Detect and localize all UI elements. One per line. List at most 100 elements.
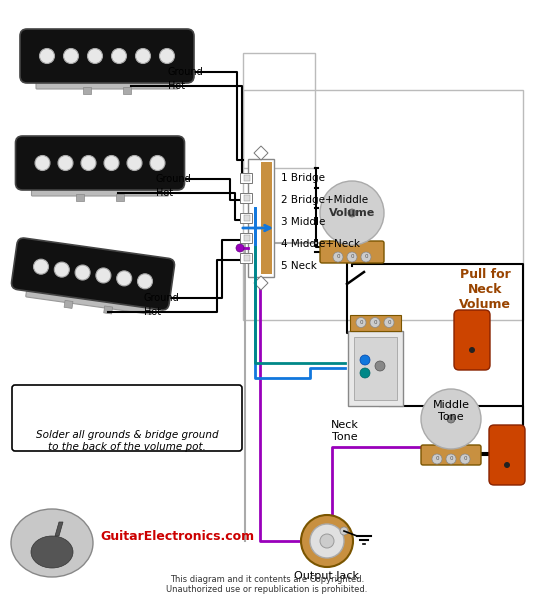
- Text: GuitarElectronics.com: GuitarElectronics.com: [100, 530, 254, 544]
- Bar: [104, 306, 112, 314]
- Text: Ground: Ground: [156, 174, 192, 184]
- Bar: [248, 159, 274, 277]
- Bar: [240, 253, 252, 263]
- Circle shape: [34, 259, 49, 274]
- Circle shape: [40, 49, 55, 64]
- Bar: [244, 175, 250, 181]
- Circle shape: [310, 524, 344, 558]
- Circle shape: [446, 454, 456, 464]
- Circle shape: [35, 156, 50, 170]
- FancyBboxPatch shape: [32, 182, 169, 196]
- Ellipse shape: [31, 536, 73, 568]
- Circle shape: [127, 156, 142, 170]
- Circle shape: [375, 361, 385, 371]
- FancyBboxPatch shape: [16, 136, 185, 190]
- Text: 0: 0: [387, 320, 391, 325]
- Text: 3 Middle: 3 Middle: [281, 217, 325, 227]
- Text: 0: 0: [364, 254, 368, 260]
- Circle shape: [447, 415, 455, 423]
- Circle shape: [340, 527, 348, 535]
- Circle shape: [370, 318, 380, 327]
- Text: 0: 0: [359, 320, 363, 325]
- Text: 0: 0: [435, 457, 439, 462]
- Bar: [83, 87, 91, 94]
- Bar: [240, 173, 252, 183]
- Bar: [349, 314, 401, 330]
- Text: 5 Neck: 5 Neck: [281, 261, 317, 271]
- FancyBboxPatch shape: [12, 238, 174, 310]
- Circle shape: [348, 209, 356, 217]
- Bar: [240, 213, 252, 223]
- Text: Solder all grounds & bridge ground
to the back of the volume pot.: Solder all grounds & bridge ground to th…: [36, 430, 218, 451]
- Circle shape: [111, 49, 126, 64]
- Circle shape: [55, 262, 70, 277]
- Text: Neck
Tone: Neck Tone: [331, 420, 359, 441]
- Text: Output Jack: Output Jack: [294, 571, 360, 581]
- Polygon shape: [254, 276, 268, 290]
- Circle shape: [159, 49, 174, 64]
- FancyBboxPatch shape: [489, 425, 525, 485]
- Bar: [123, 87, 131, 94]
- Circle shape: [137, 274, 152, 289]
- Bar: [243, 53, 315, 168]
- Circle shape: [360, 355, 370, 365]
- Circle shape: [88, 49, 103, 64]
- Bar: [244, 195, 250, 201]
- Bar: [244, 215, 250, 221]
- Circle shape: [320, 534, 334, 548]
- Circle shape: [460, 454, 470, 464]
- Circle shape: [64, 49, 79, 64]
- Bar: [76, 194, 84, 201]
- Bar: [243, 90, 523, 320]
- Circle shape: [361, 252, 371, 262]
- Text: Hot: Hot: [156, 188, 173, 198]
- Bar: [240, 233, 252, 243]
- Text: 0: 0: [449, 457, 453, 462]
- Bar: [116, 194, 124, 201]
- Circle shape: [360, 368, 370, 378]
- FancyBboxPatch shape: [421, 445, 481, 465]
- Circle shape: [301, 515, 353, 567]
- Circle shape: [347, 252, 357, 262]
- Circle shape: [356, 318, 366, 327]
- Text: Ground: Ground: [168, 67, 204, 77]
- Circle shape: [58, 156, 73, 170]
- Circle shape: [421, 389, 481, 449]
- Bar: [244, 235, 250, 241]
- Circle shape: [384, 318, 394, 327]
- Text: Ground: Ground: [144, 293, 180, 303]
- Circle shape: [320, 181, 384, 245]
- Circle shape: [432, 454, 442, 464]
- Text: Pull for
Neck
Volume: Pull for Neck Volume: [459, 268, 511, 311]
- Circle shape: [104, 156, 119, 170]
- Text: Middle: Middle: [432, 400, 470, 410]
- Ellipse shape: [11, 509, 93, 577]
- Text: 1 Bridge: 1 Bridge: [281, 173, 325, 183]
- Text: 0: 0: [373, 320, 377, 325]
- Bar: [261, 162, 272, 274]
- FancyBboxPatch shape: [20, 29, 194, 83]
- Text: 0: 0: [463, 457, 467, 462]
- Bar: [240, 193, 252, 203]
- Text: Hot: Hot: [144, 307, 161, 317]
- Text: Hot: Hot: [168, 81, 185, 91]
- Bar: [348, 330, 402, 406]
- Text: Volume: Volume: [329, 208, 375, 218]
- Circle shape: [96, 268, 111, 283]
- Polygon shape: [55, 522, 63, 536]
- Circle shape: [504, 462, 510, 468]
- Text: 2 Bridge+Middle: 2 Bridge+Middle: [281, 195, 368, 205]
- Circle shape: [236, 244, 244, 252]
- Text: This diagram and it contents are Copyrighted.
Unauthorized use or republication : This diagram and it contents are Copyrig…: [166, 575, 368, 594]
- Text: 0: 0: [350, 254, 354, 260]
- Bar: [244, 255, 250, 261]
- Circle shape: [117, 271, 132, 286]
- Bar: [64, 301, 73, 308]
- FancyBboxPatch shape: [454, 310, 490, 370]
- Text: 0: 0: [337, 254, 340, 260]
- Circle shape: [81, 156, 96, 170]
- FancyBboxPatch shape: [320, 241, 384, 263]
- Circle shape: [333, 252, 343, 262]
- FancyBboxPatch shape: [12, 385, 242, 451]
- Circle shape: [469, 347, 475, 353]
